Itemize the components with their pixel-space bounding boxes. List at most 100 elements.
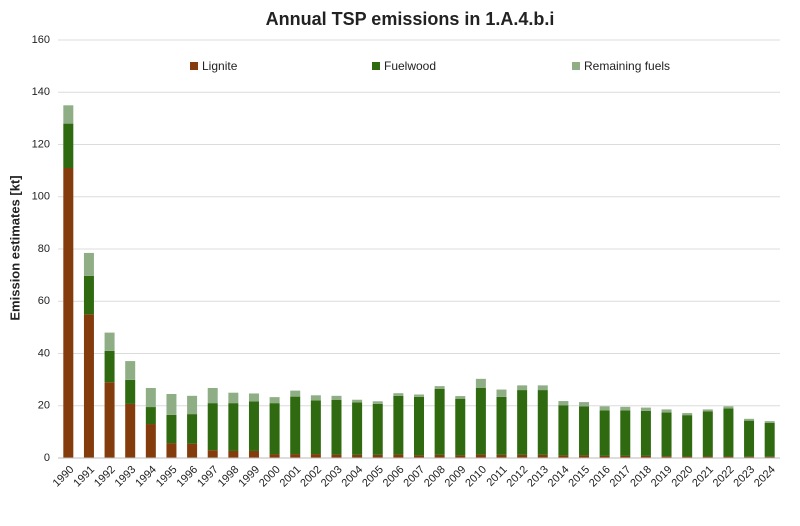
bar-segment bbox=[744, 420, 755, 457]
bar-segment bbox=[599, 410, 610, 456]
bar-segment bbox=[393, 395, 404, 455]
bar-segment bbox=[702, 409, 713, 412]
x-tick-label: 2015 bbox=[566, 464, 592, 490]
bar-segment bbox=[393, 454, 404, 458]
bar-segment bbox=[682, 413, 693, 416]
bar-segment bbox=[207, 387, 218, 404]
x-tick-label: 2006 bbox=[381, 464, 407, 490]
bar-segment bbox=[352, 399, 363, 403]
bar-segment bbox=[104, 350, 115, 383]
bar-segment bbox=[290, 390, 301, 397]
bar-segment bbox=[517, 454, 528, 458]
bar-segment bbox=[434, 454, 445, 458]
bar-segment bbox=[496, 454, 507, 458]
x-tick-label: 2018 bbox=[628, 464, 654, 490]
legend-swatch bbox=[190, 62, 198, 70]
bar-segment bbox=[145, 424, 156, 458]
bar-segment bbox=[579, 402, 590, 407]
y-tick-label: 0 bbox=[44, 452, 50, 464]
y-tick-label: 120 bbox=[32, 138, 50, 150]
legend-swatch bbox=[572, 62, 580, 70]
x-tick-label: 1992 bbox=[92, 464, 118, 490]
bar-segment bbox=[455, 396, 466, 399]
bar-segment bbox=[414, 394, 424, 397]
x-tick-label: 2008 bbox=[422, 464, 448, 490]
bar-segment bbox=[372, 403, 383, 455]
bar-segment bbox=[599, 455, 610, 458]
bar-segment bbox=[166, 393, 177, 415]
bar-segment bbox=[744, 418, 755, 421]
bar-segment bbox=[661, 409, 672, 413]
bar-segment bbox=[104, 332, 115, 351]
x-tick-label: 2005 bbox=[360, 464, 386, 490]
bar-segment bbox=[83, 275, 94, 315]
bar-segment bbox=[310, 454, 321, 458]
bar-segment bbox=[228, 450, 239, 458]
bar-segment bbox=[145, 407, 156, 425]
x-tick-label: 1998 bbox=[216, 464, 242, 490]
x-tick-label: 2002 bbox=[298, 464, 324, 490]
x-tick-label: 1993 bbox=[113, 464, 139, 490]
bar-segment bbox=[331, 399, 342, 455]
bar-segment bbox=[125, 361, 136, 380]
bar-segment bbox=[63, 123, 74, 169]
bar-segment bbox=[558, 455, 569, 458]
bar-segment bbox=[640, 410, 651, 456]
x-tick-label: 2022 bbox=[711, 464, 737, 490]
bar-segment bbox=[352, 454, 363, 458]
bar-segment bbox=[661, 456, 672, 458]
bar-segment bbox=[764, 456, 775, 458]
chart-title: Annual TSP emissions in 1.A.4.b.i bbox=[266, 9, 555, 29]
x-tick-label: 1995 bbox=[154, 464, 180, 490]
y-axis-label: Emission estimates [kt] bbox=[7, 175, 22, 320]
y-tick-label: 80 bbox=[38, 243, 50, 255]
bar-segment bbox=[187, 443, 198, 458]
bar-segment bbox=[475, 378, 486, 388]
bar-segment bbox=[599, 406, 610, 411]
bar-segment bbox=[682, 415, 693, 457]
x-tick-label: 2024 bbox=[752, 464, 778, 490]
bar-segment bbox=[207, 450, 218, 458]
bar-segment bbox=[248, 393, 259, 402]
bar-segment bbox=[620, 410, 631, 456]
x-tick-label: 2000 bbox=[257, 464, 283, 490]
x-tick-label: 2004 bbox=[339, 464, 365, 490]
bar-segment bbox=[558, 405, 569, 456]
bar-segment bbox=[620, 455, 631, 458]
bar-segment bbox=[517, 390, 528, 455]
bar-segment bbox=[248, 450, 259, 458]
bar-segment bbox=[310, 395, 321, 401]
x-tick-label: 1991 bbox=[71, 464, 97, 490]
bar-segment bbox=[764, 422, 775, 457]
x-tick-label: 1999 bbox=[236, 464, 262, 490]
bar-segment bbox=[166, 443, 177, 458]
bar-segment bbox=[723, 456, 734, 458]
x-tick-label: 2010 bbox=[463, 464, 489, 490]
bar-segment bbox=[269, 397, 280, 404]
y-tick-label: 140 bbox=[32, 86, 50, 98]
bar-segment bbox=[558, 401, 569, 406]
x-tick-label: 2012 bbox=[505, 464, 531, 490]
bar-segment bbox=[125, 403, 136, 458]
bar-segment bbox=[166, 414, 177, 444]
bar-segment bbox=[104, 382, 115, 458]
y-tick-label: 60 bbox=[38, 295, 50, 307]
legend-label: Fuelwood bbox=[384, 59, 436, 73]
bar-segment bbox=[228, 392, 239, 404]
bar-segment bbox=[207, 403, 218, 451]
bar-segment bbox=[187, 395, 198, 415]
bar-segment bbox=[702, 411, 713, 457]
bar-segment bbox=[496, 396, 507, 455]
x-tick-label: 2007 bbox=[401, 464, 427, 490]
bar-segment bbox=[579, 455, 590, 458]
bar-segment bbox=[434, 386, 445, 389]
bar-segment bbox=[352, 402, 363, 455]
legend-label: Lignite bbox=[202, 59, 238, 73]
x-tick-label: 1997 bbox=[195, 464, 221, 490]
x-tick-label: 2023 bbox=[731, 464, 757, 490]
bar-segment bbox=[248, 401, 259, 451]
x-tick-label: 1990 bbox=[51, 464, 77, 490]
bar-segment bbox=[372, 454, 383, 458]
bar-segment bbox=[434, 388, 445, 455]
